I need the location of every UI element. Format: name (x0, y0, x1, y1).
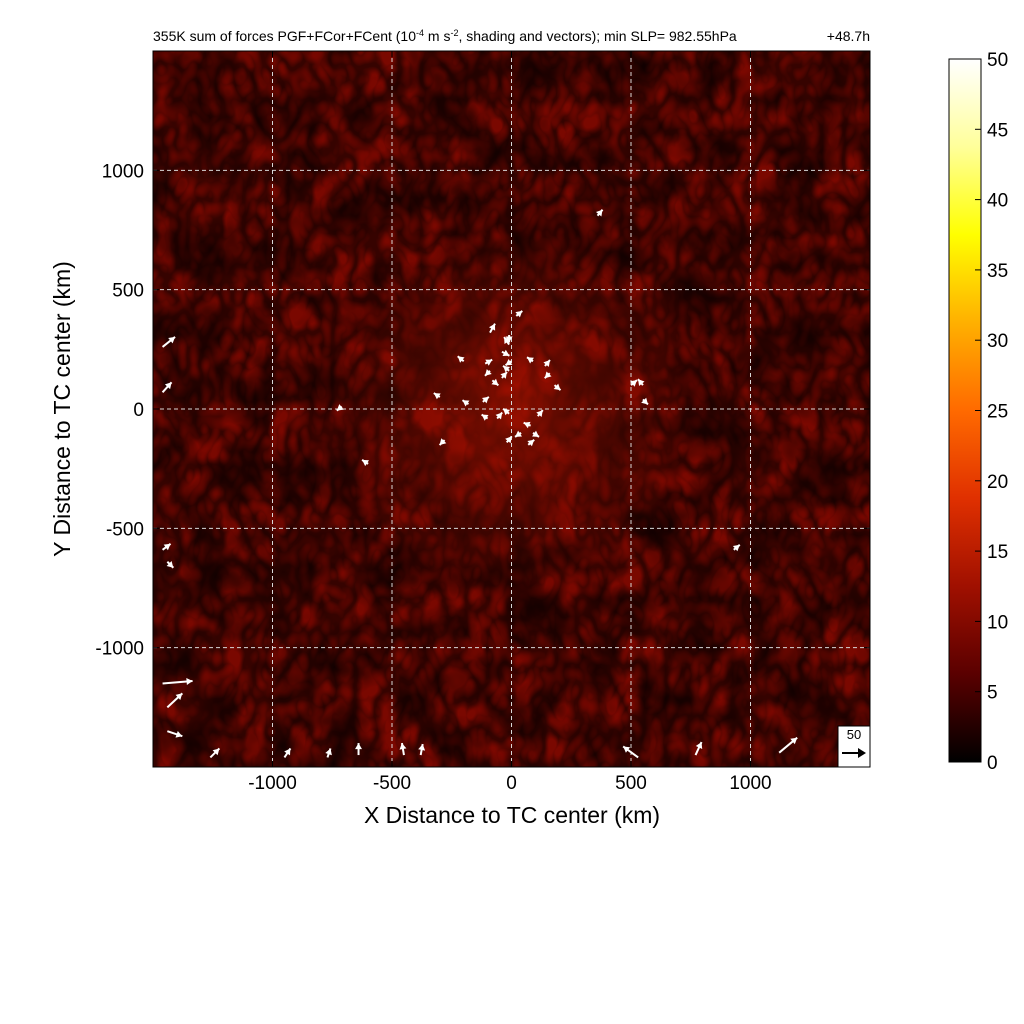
force-vector (361, 459, 369, 467)
x-tick-label: -500 (373, 773, 411, 794)
force-vector (526, 356, 534, 364)
x-tick-label: 1000 (729, 773, 771, 794)
colorbar-ticks: 0 5 10 15 20 25 30 35 40 45 50 (975, 50, 1008, 774)
force-vector (325, 748, 332, 758)
colorbar-tick-label: 30 (987, 331, 1008, 352)
force-vector (504, 359, 513, 367)
force-vector (694, 741, 703, 756)
colorbar-tick-label: 10 (987, 612, 1008, 633)
heatmap-field (153, 51, 870, 767)
colorbar-tick-label: 35 (987, 261, 1008, 282)
y-tick-label: 1000 (102, 161, 144, 182)
y-tick-label: 0 (133, 400, 144, 421)
x-tick-label: 0 (506, 773, 517, 794)
y-tick-label: -1000 (95, 639, 144, 660)
force-vector (336, 404, 344, 412)
y-tick-label: -500 (106, 519, 144, 540)
force-vector (484, 358, 493, 366)
force-vector (461, 399, 470, 407)
force-vectors (161, 209, 845, 759)
force-vector (778, 736, 798, 754)
force-vector (161, 336, 176, 348)
force-vector (481, 413, 489, 421)
force-vector (536, 409, 544, 417)
x-tick-label: -1000 (248, 773, 297, 794)
force-vector (355, 743, 362, 756)
force-vector (543, 359, 551, 367)
y-tick-label: 500 (112, 281, 144, 302)
force-vector (161, 381, 173, 393)
colorbar-tick-label: 5 (987, 683, 998, 704)
force-vector (641, 397, 649, 406)
force-vector (544, 371, 552, 379)
force-vector (166, 561, 175, 569)
force-vector (438, 438, 447, 446)
force-vector (433, 392, 441, 400)
force-vector (637, 378, 645, 386)
force-vector (523, 421, 532, 429)
force-vector (167, 730, 183, 738)
force-vector (399, 742, 407, 756)
force-vector (491, 378, 500, 387)
force-vector (501, 349, 510, 357)
force-vector (515, 310, 523, 318)
axis-ticks: -1000 -500 0 500 1000 -1000 -500 0 500 1000 (95, 51, 870, 794)
force-vector (596, 209, 604, 217)
colorbar-tick-label: 45 (987, 120, 1008, 141)
force-vector (162, 678, 193, 685)
force-vector (527, 439, 535, 447)
force-vector (489, 323, 496, 334)
force-vector (161, 543, 172, 551)
force-vector (622, 745, 639, 759)
force-vector (553, 383, 562, 391)
colorbar-tick-label: 25 (987, 402, 1008, 423)
colorbar-tick-label: 40 (987, 191, 1008, 212)
force-vector (166, 692, 184, 709)
y-axis-label: Y Distance to TC center (km) (49, 261, 75, 557)
force-vector (505, 435, 513, 444)
colorbar-tick-label: 0 (987, 753, 998, 774)
x-tick-label: 500 (615, 773, 647, 794)
force-vector (209, 747, 221, 759)
time-label: +48.7h (827, 28, 870, 44)
force-vector (484, 369, 492, 377)
force-vector (495, 411, 503, 420)
force-vector (482, 396, 490, 404)
chart-title: 355K sum of forces PGF+FCor+FCent (10-4 … (153, 28, 737, 44)
force-vector (514, 430, 522, 438)
force-vector (630, 379, 638, 387)
force-vector (500, 371, 508, 379)
reference-vector-label: 50 (847, 727, 861, 742)
reference-vector-key: 50 (837, 725, 871, 768)
x-axis-label: X Distance to TC center (km) (364, 802, 660, 828)
force-vector (532, 430, 540, 438)
force-vector (283, 747, 292, 759)
force-vector (418, 743, 426, 756)
force-vector (732, 544, 741, 552)
colorbar-tick-label: 50 (987, 50, 1008, 71)
force-vector (502, 365, 510, 373)
force-vector (457, 355, 465, 363)
colorbar-tick-label: 15 (987, 542, 1008, 563)
force-vector (503, 336, 511, 346)
force-vector (502, 408, 510, 416)
colorbar-tick-label: 20 (987, 472, 1008, 493)
grid-lines (153, 51, 870, 767)
